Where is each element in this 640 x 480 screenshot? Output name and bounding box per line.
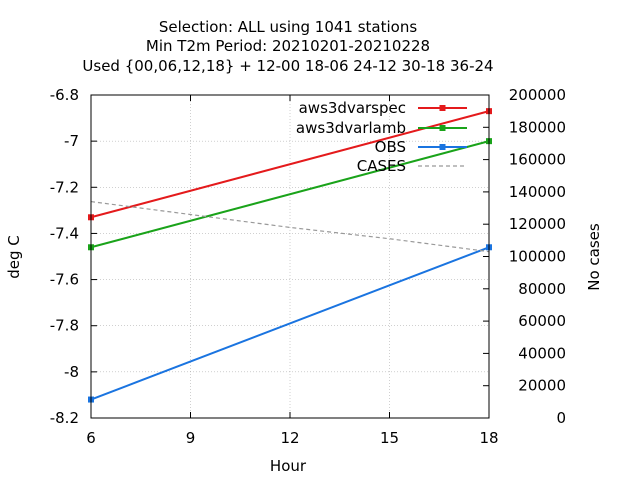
legend-marker-aws3dvarspec [439, 105, 446, 111]
y2-tick-label-3: 60000 [518, 312, 566, 330]
y2-tick-label-1: 20000 [518, 377, 566, 395]
y-tick-label-2: -7.8 [50, 317, 79, 335]
y2-tick-label-4: 80000 [518, 280, 566, 298]
chart-title-line-1: Selection: ALL using 1041 stations [159, 18, 418, 36]
y-tick-label-5: -7.2 [50, 178, 79, 196]
chart-title: Selection: ALL using 1041 stations Min T… [82, 18, 493, 75]
x-tick-label-4: 18 [479, 429, 498, 447]
y2-tick-label-10: 200000 [509, 86, 566, 104]
y2-axis-label: No cases [585, 223, 603, 291]
grid [90, 94, 490, 419]
x-tick-label-1: 9 [186, 429, 196, 447]
y-tick-label-0: -8.2 [50, 409, 79, 427]
y-tick-label-1: -8 [64, 363, 79, 381]
x-tick-label-0: 6 [86, 429, 96, 447]
series-line-aws3dvarlamb [90, 140, 490, 249]
x-tick-label-3: 15 [380, 429, 399, 447]
legend-label-aws3dvarlamb: aws3dvarlamb [296, 119, 406, 137]
y2-tick-label-6: 120000 [509, 215, 566, 233]
series-line-obs [90, 246, 490, 401]
chart-title-line-3: Used {00,06,12,18} + 12-00 18-06 24-12 3… [82, 57, 493, 75]
y2-tick-label-2: 40000 [518, 344, 566, 362]
x-tick-label-2: 12 [280, 429, 299, 447]
legend-marker-obs [439, 144, 446, 150]
legend-label-cases: CASES [357, 157, 406, 175]
legend-label-obs: OBS [375, 138, 406, 156]
legend-marker-aws3dvarlamb [439, 125, 446, 131]
legend-label-aws3dvarspec: aws3dvarspec [299, 99, 406, 117]
y-tick-label-3: -7.6 [50, 271, 79, 289]
y2-tick-label-0: 0 [556, 409, 566, 427]
x-axis-label: Hour [270, 457, 307, 475]
y-tick-label-4: -7.4 [50, 224, 79, 242]
y-axis-label: deg C [5, 235, 23, 279]
chart-title-line-2: Min T2m Period: 20210201-20210228 [146, 37, 430, 55]
y-tick-label-6: -7 [64, 132, 79, 150]
y2-tick-label-9: 180000 [509, 118, 566, 136]
y-tick-label-7: -6.8 [50, 86, 79, 104]
series-line-cases [90, 200, 490, 253]
axes: 6 9 12 15 18 -8.2 -8 -7.8 -7.6 -7.4 -7.2 -7 -6.8 0 200… [50, 86, 566, 447]
y2-tick-label-5: 100000 [509, 248, 566, 266]
y2-tick-label-8: 160000 [509, 151, 566, 169]
y2-tick-label-7: 140000 [509, 183, 566, 201]
